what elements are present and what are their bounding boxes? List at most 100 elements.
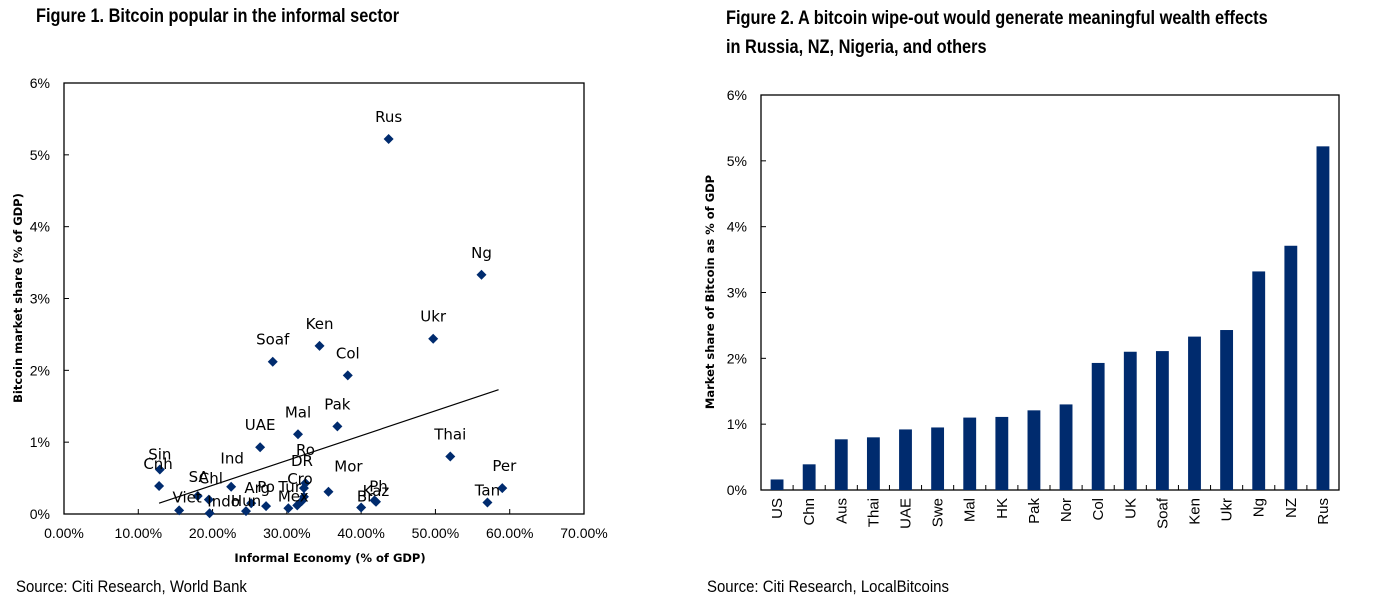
point-label: Kaz (363, 482, 390, 500)
x-tick-label: 70.00% (560, 525, 607, 541)
point-label: Ro (296, 441, 315, 459)
x-tick-label: 0.00% (44, 525, 84, 541)
scatter-point (203, 494, 214, 505)
scatter-point (371, 496, 381, 507)
bar (899, 429, 912, 490)
category-label: Pak (1026, 498, 1043, 524)
point-label: Sin (148, 445, 171, 463)
point-label: Ukr (420, 308, 447, 326)
y-tick-label: 4% (727, 219, 747, 235)
scatter-point (241, 506, 251, 517)
category-label: Rus (1315, 498, 1332, 525)
scatter-point (174, 505, 185, 516)
y-tick-label: 0% (727, 482, 747, 498)
point-label: Tur (277, 478, 301, 496)
bar (1059, 404, 1073, 490)
scatter-point (314, 340, 325, 351)
point-label: Hun (231, 492, 261, 510)
point-label: Viet (173, 488, 202, 506)
point-label: Ken (306, 315, 334, 333)
scatter-point (283, 503, 294, 514)
scatter-point (192, 491, 203, 502)
scatter-point (332, 421, 343, 432)
point-label: Ng (471, 244, 492, 262)
figure1-source: Source: Citi Research, World Bank (16, 577, 247, 596)
plot-frame-fig2 (760, 94, 1340, 491)
category-label: Ukr (1219, 498, 1236, 521)
point-label: Mal (285, 403, 311, 421)
scatter-point (383, 134, 394, 145)
category-label: Chn (801, 498, 818, 526)
figure1-title: Figure 1. Bitcoin popular in the informa… (36, 6, 400, 27)
scatter-point (292, 500, 303, 511)
point-label: UAE (245, 416, 276, 434)
scatter-point (298, 483, 309, 494)
bar (963, 417, 977, 490)
category-label: UAE (898, 498, 915, 529)
scatter-point (293, 429, 303, 440)
point-label: Po (257, 478, 275, 496)
scatter-point (267, 356, 278, 367)
scatter-point (154, 480, 165, 491)
category-label: Col (1090, 498, 1107, 521)
point-label: Rus (375, 108, 402, 126)
trendline (158, 389, 499, 504)
point-label: Cnh (143, 455, 173, 473)
y-tick-label: 1% (727, 416, 747, 432)
point-label: DR (291, 452, 313, 470)
bar (931, 427, 945, 490)
point-label: Arg (244, 479, 270, 497)
bar (802, 464, 816, 490)
point-label: Indo (207, 492, 240, 510)
y-tick-label: 3% (727, 285, 747, 301)
category-label: Thai (865, 498, 882, 527)
bar (1123, 351, 1137, 490)
y-tick-label: 5% (30, 147, 50, 163)
point-label: Pak (324, 395, 351, 413)
y-axis-title-fig2: Market share of Bitcoin as % of GDP (703, 175, 717, 409)
scatter-point (323, 486, 334, 497)
figure2-title-line2: in Russia, NZ, Nigeria, and others (726, 37, 987, 58)
y-tick-label: 6% (727, 87, 747, 103)
category-label: NZ (1283, 498, 1300, 518)
y-tick-label: 2% (727, 350, 747, 366)
y-axis-title: Bitcoin market share (% of GDP) (11, 193, 25, 403)
category-label: Soaf (1154, 497, 1171, 529)
x-tick-label: 20.00% (189, 525, 236, 541)
bar (1252, 271, 1266, 490)
bar (866, 437, 880, 490)
x-tick-label: 30.00% (263, 525, 310, 541)
point-label: SA (189, 468, 210, 486)
scatter-point (482, 497, 493, 508)
x-tick-label: 40.00% (337, 525, 384, 541)
point-label: Soaf (256, 331, 290, 349)
scatter-point (261, 501, 272, 512)
bar (1188, 336, 1201, 490)
bar (1027, 410, 1041, 490)
scatter-point (246, 498, 257, 509)
y-tick-label: 6% (30, 75, 50, 91)
bar (770, 479, 784, 490)
point-label: Tan (474, 482, 500, 500)
scatter-point (497, 483, 508, 494)
scatter-point (445, 451, 456, 462)
y-tick-label: 2% (30, 362, 50, 378)
point-label: Thai (433, 426, 466, 444)
x-tick-label: 60.00% (486, 525, 533, 541)
figure2-source: Source: Citi Research, LocalBitcoins (707, 577, 949, 596)
category-label: Ng (1251, 498, 1268, 517)
scatter-point (428, 333, 439, 344)
point-label: Ph (369, 477, 388, 495)
category-label: US (769, 498, 786, 519)
scatter-point (204, 508, 215, 519)
point-label: Cro (287, 470, 313, 488)
y-tick-label: 3% (30, 291, 50, 307)
point-label: Mex (278, 487, 309, 505)
point-label: Col (336, 344, 360, 362)
y-tick-label: 0% (30, 506, 50, 522)
bar (1284, 245, 1298, 490)
figure2-title-line1: Figure 2. A bitcoin wipe-out would gener… (726, 8, 1268, 29)
point-label: Br (357, 488, 374, 506)
bar (1220, 330, 1234, 490)
scatter-point (226, 481, 237, 492)
